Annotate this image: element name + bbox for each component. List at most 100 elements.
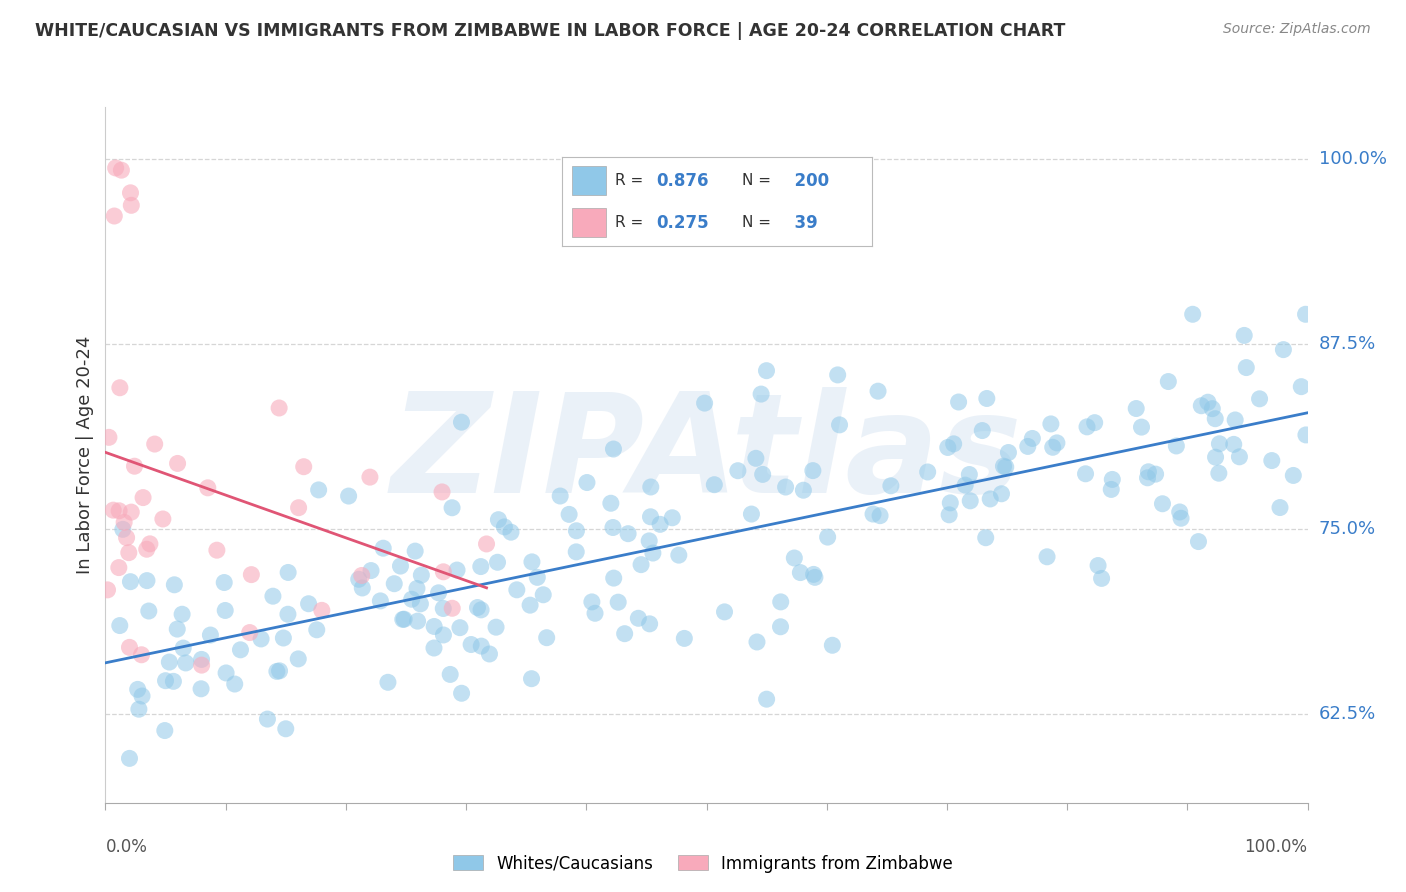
Point <box>382 576 405 591</box>
Point <box>1204 411 1226 425</box>
Point <box>1187 534 1209 549</box>
Point <box>917 465 939 479</box>
Point <box>1036 549 1059 564</box>
Text: R =: R = <box>614 215 648 230</box>
Point <box>155 673 177 688</box>
Point <box>108 381 131 395</box>
Point <box>1181 307 1204 321</box>
Point <box>575 475 598 490</box>
Point <box>389 559 412 574</box>
Point <box>103 209 125 223</box>
Point <box>409 597 432 611</box>
Point <box>190 681 212 696</box>
Point <box>1223 413 1246 427</box>
Point <box>531 588 554 602</box>
Text: Source: ZipAtlas.com: Source: ZipAtlas.com <box>1223 22 1371 37</box>
Point <box>432 628 454 642</box>
Point <box>1282 468 1305 483</box>
Point <box>938 508 960 522</box>
Point <box>1170 511 1192 525</box>
Point <box>274 722 297 736</box>
Point <box>423 619 446 633</box>
Point <box>520 672 543 686</box>
Point <box>103 503 125 517</box>
Point <box>1229 450 1251 464</box>
Point <box>869 508 891 523</box>
Point <box>866 384 889 399</box>
Point <box>494 520 516 534</box>
Point <box>427 586 450 600</box>
Point <box>277 566 299 580</box>
Point <box>467 600 489 615</box>
Point <box>120 574 142 589</box>
Point <box>936 441 959 455</box>
Point <box>581 595 603 609</box>
Point <box>1295 307 1317 321</box>
Point <box>627 611 650 625</box>
Point <box>441 601 464 615</box>
Point <box>229 642 252 657</box>
Point <box>1201 401 1223 416</box>
Point <box>166 457 188 471</box>
Point <box>108 504 131 518</box>
Point <box>450 686 472 700</box>
Point <box>959 493 981 508</box>
Point <box>976 392 998 406</box>
Point <box>128 702 150 716</box>
Point <box>953 478 976 492</box>
Point <box>1074 467 1097 481</box>
Point <box>755 692 778 706</box>
Text: 0.0%: 0.0% <box>105 838 148 855</box>
Point <box>108 618 131 632</box>
Point <box>1136 471 1159 485</box>
Point <box>769 595 792 609</box>
Point <box>392 612 415 626</box>
Point <box>139 537 162 551</box>
Point <box>118 751 141 765</box>
Point <box>519 598 541 612</box>
Point <box>526 570 548 584</box>
Point <box>1084 416 1107 430</box>
Point <box>974 531 997 545</box>
Point <box>745 451 768 466</box>
Point <box>957 467 980 482</box>
Point <box>486 513 509 527</box>
Point <box>1168 505 1191 519</box>
Point <box>96 582 118 597</box>
Point <box>239 625 262 640</box>
Point <box>104 161 127 175</box>
Point <box>1130 420 1153 434</box>
Point <box>641 546 664 560</box>
Point <box>602 442 624 456</box>
Point <box>703 477 725 491</box>
Point <box>406 582 429 596</box>
Point <box>111 522 134 536</box>
Point <box>1039 417 1062 431</box>
Point <box>880 479 903 493</box>
Point <box>449 621 471 635</box>
Point <box>640 480 662 494</box>
Point <box>668 548 690 562</box>
Text: 0.876: 0.876 <box>657 171 709 190</box>
Point <box>115 531 138 545</box>
Point <box>132 491 155 505</box>
Point <box>127 682 149 697</box>
Point <box>817 530 839 544</box>
Point <box>727 464 749 478</box>
Point <box>1166 439 1188 453</box>
Point <box>401 592 423 607</box>
Point <box>157 655 180 669</box>
Point <box>994 460 1017 475</box>
Point <box>138 604 160 618</box>
Point <box>751 467 773 482</box>
Text: 100.0%: 100.0% <box>1244 838 1308 855</box>
Point <box>1157 375 1180 389</box>
Point <box>120 186 142 200</box>
Point <box>990 487 1012 501</box>
Point <box>347 572 370 586</box>
Point <box>1295 428 1317 442</box>
Point <box>1042 440 1064 454</box>
Point <box>97 430 120 444</box>
Point <box>311 603 333 617</box>
Point <box>1249 392 1271 406</box>
